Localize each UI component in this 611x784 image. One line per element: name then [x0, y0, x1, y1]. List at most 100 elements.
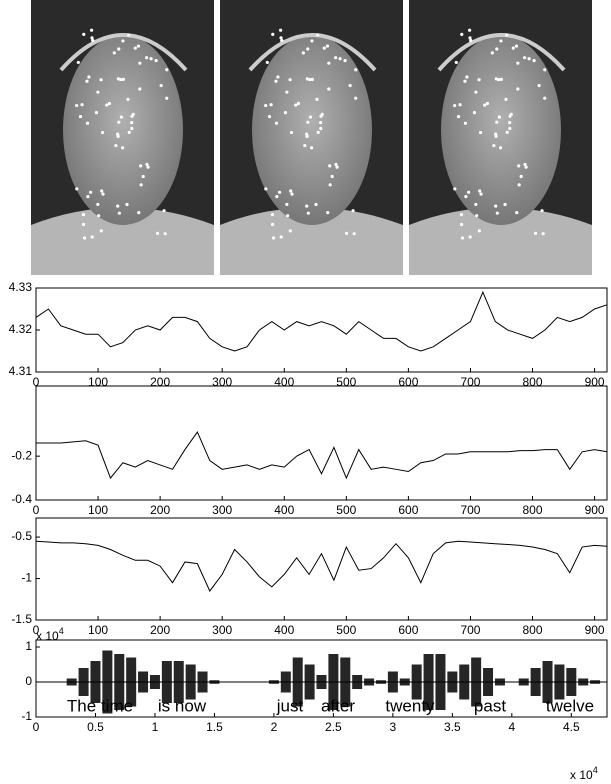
- marker-dot: [116, 204, 120, 208]
- x-tick-label: 900: [585, 503, 605, 517]
- y-tick-label: -0.2: [11, 448, 32, 462]
- photos: [31, 0, 592, 275]
- marker-dot: [464, 194, 468, 199]
- x-tick-label: 100: [88, 375, 108, 389]
- marker-dot: [469, 38, 473, 43]
- marker-dot: [478, 130, 483, 135]
- word-label: twelve: [546, 696, 594, 715]
- marker-dot: [155, 231, 160, 235]
- marker-dot: [335, 165, 339, 169]
- marker-dot: [275, 194, 279, 199]
- waveform-segment: [90, 661, 101, 703]
- waveform-segment: [292, 657, 303, 707]
- chart: 0 100 200 300 400 500 600 700 800 900 4.31 4.32 4.33: [9, 280, 608, 389]
- marker-dot: [127, 130, 131, 134]
- marker-dot: [290, 192, 294, 196]
- marker-dot: [136, 44, 141, 48]
- marker-dot: [328, 164, 332, 168]
- marker-dot: [468, 36, 472, 40]
- marker-dot: [344, 231, 349, 235]
- marker-dot: [463, 79, 467, 83]
- marker-dot: [305, 204, 309, 208]
- marker-dot: [477, 229, 481, 233]
- marker-dot: [271, 236, 276, 240]
- marker-dot: [80, 103, 84, 107]
- marker-dot: [91, 38, 95, 43]
- marker-dot: [271, 32, 275, 37]
- waveform-segment: [542, 661, 553, 703]
- marker-dot: [97, 214, 101, 218]
- marker-dot: [130, 126, 134, 131]
- marker-dot: [477, 78, 481, 82]
- x-scale-exponent: 4: [593, 765, 598, 775]
- x-scale-base: x 10: [570, 768, 593, 782]
- marker-dot: [75, 187, 79, 191]
- marker-dot: [330, 174, 334, 179]
- marker-dot: [327, 61, 331, 65]
- marker-dot: [301, 51, 305, 55]
- marker-dot: [90, 36, 94, 40]
- marker-dot: [139, 164, 143, 168]
- x-tick-label: 300: [212, 375, 232, 389]
- y-tick-label: 4.33: [9, 280, 33, 294]
- waveform-segment: [399, 678, 410, 686]
- x-tick-label: 700: [460, 375, 480, 389]
- word-label: is now: [158, 696, 207, 715]
- marker-dot: [494, 204, 498, 208]
- marker-dot: [458, 103, 462, 107]
- waveform-segment: [197, 671, 208, 693]
- waveform-segment: [554, 664, 565, 700]
- x-tick-label: 400: [274, 375, 294, 389]
- waveform-segment: [268, 680, 279, 684]
- marker-dot: [86, 194, 90, 199]
- x-tick-label: 1.5: [206, 720, 223, 734]
- marker-dot: [499, 39, 503, 43]
- marker-dot: [468, 235, 472, 239]
- marker-dot: [523, 162, 527, 167]
- x-tick-label: 0: [33, 375, 40, 389]
- y-tick-label: -0.5: [11, 529, 32, 543]
- waveform-segment: [483, 668, 494, 696]
- marker-dot: [456, 114, 461, 119]
- marker-dot: [326, 211, 330, 215]
- marker-dot: [127, 33, 131, 37]
- marker-dot: [485, 101, 490, 106]
- marker-dot: [121, 77, 125, 81]
- marker-dot: [454, 60, 458, 65]
- marker-dot: [327, 87, 331, 91]
- marker-dot: [274, 121, 279, 125]
- waveform-segment: [78, 668, 89, 696]
- waveform-segment: [209, 680, 220, 684]
- marker-dot: [309, 146, 314, 150]
- marker-dot: [472, 111, 477, 115]
- marker-dot: [131, 112, 135, 116]
- y-tick-label: -0.4: [11, 492, 32, 506]
- marker-dot: [494, 132, 498, 136]
- marker-dot: [270, 212, 275, 217]
- marker-dot: [351, 209, 355, 213]
- marker-dot: [267, 114, 272, 119]
- marker-dot: [283, 111, 288, 115]
- y-scale-exponent: 4: [59, 626, 64, 636]
- chart: 0 100 200 300 400 500 600 700 800 900 -1.5 -1 -0.5: [11, 517, 608, 637]
- marker-dot: [468, 28, 472, 32]
- y-scale-label: x 104: [36, 626, 64, 643]
- marker-dot: [117, 211, 121, 215]
- x-tick-label: 0: [33, 720, 40, 734]
- x-tick-label: 200: [150, 623, 170, 637]
- waveform-segment: [590, 680, 601, 684]
- marker-dot: [99, 78, 103, 82]
- marker-dot: [478, 189, 482, 193]
- x-tick-label: 300: [212, 623, 232, 637]
- marker-dot: [146, 165, 150, 169]
- marker-dot: [85, 121, 90, 125]
- marker-dot: [165, 68, 169, 72]
- marker-dot: [352, 232, 356, 236]
- waveform-segment: [494, 678, 505, 686]
- marker-dot: [524, 165, 528, 169]
- marker-dot: [88, 190, 93, 194]
- marker-dot: [277, 190, 282, 194]
- x-tick-label: 200: [150, 503, 170, 517]
